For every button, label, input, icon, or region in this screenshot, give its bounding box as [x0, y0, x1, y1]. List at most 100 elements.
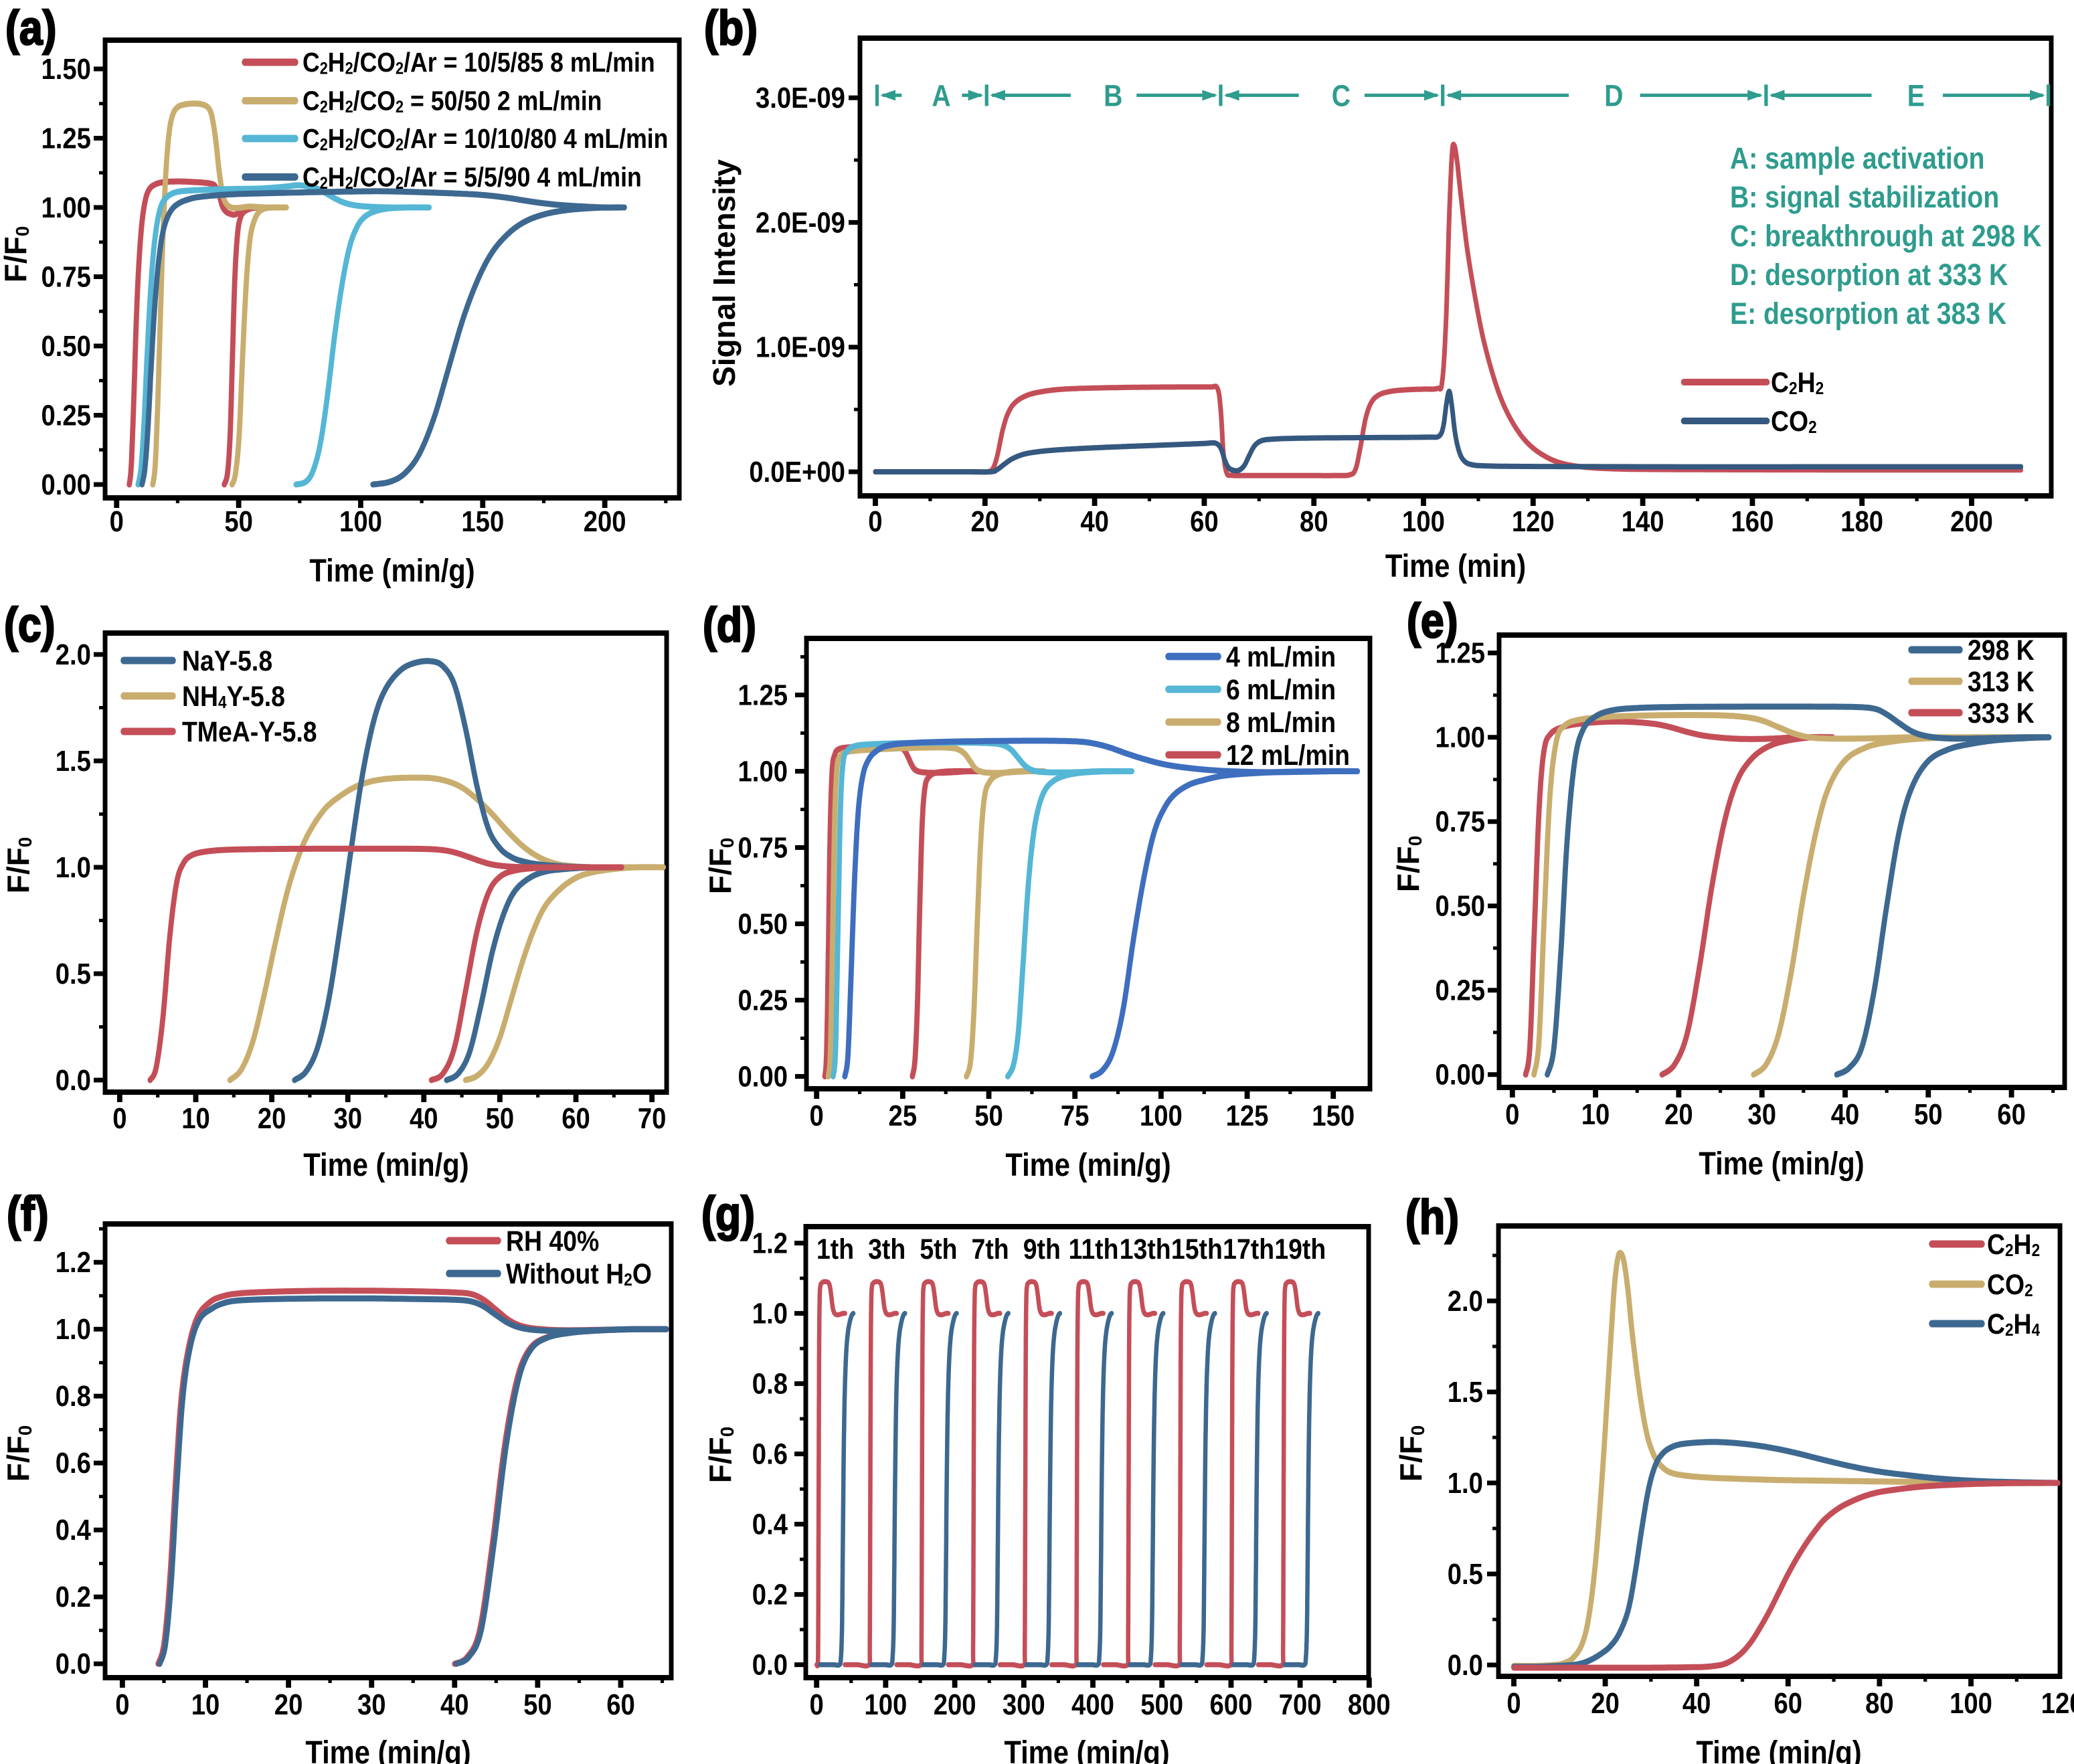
svg-text:0: 0 [115, 1688, 129, 1721]
svg-text:NaY-5.8: NaY-5.8 [182, 644, 272, 677]
svg-text:80: 80 [1865, 1686, 1894, 1719]
svg-text:0.8: 0.8 [752, 1367, 788, 1400]
svg-text:20: 20 [274, 1688, 303, 1721]
svg-text:400: 400 [1071, 1688, 1114, 1721]
svg-text:Without H2O: Without H2O [506, 1257, 652, 1290]
svg-text:50: 50 [224, 505, 253, 537]
svg-text:30: 30 [1747, 1097, 1776, 1130]
svg-text:0: 0 [1506, 1686, 1521, 1719]
svg-text:40: 40 [410, 1101, 438, 1134]
svg-text:0.8: 0.8 [56, 1380, 91, 1413]
svg-text:1.25: 1.25 [738, 679, 788, 711]
svg-text:100: 100 [1140, 1099, 1183, 1132]
svg-text:200: 200 [584, 505, 626, 537]
svg-text:0.5: 0.5 [56, 957, 91, 990]
svg-text:100: 100 [864, 1688, 907, 1721]
svg-text:0.5: 0.5 [1448, 1557, 1483, 1590]
svg-text:0: 0 [810, 1688, 824, 1721]
svg-text:0: 0 [1505, 1097, 1519, 1130]
svg-text:15th: 15th [1171, 1233, 1223, 1265]
svg-text:7th: 7th [972, 1233, 1009, 1265]
svg-text:Time (min): Time (min) [1385, 547, 1526, 584]
svg-text:120: 120 [2041, 1686, 2074, 1719]
svg-text:Time (min/g): Time (min/g) [1005, 1146, 1171, 1182]
svg-text:20: 20 [258, 1101, 286, 1134]
svg-text:(d): (d) [703, 598, 756, 652]
svg-text:E: desorption at 383 K: E: desorption at 383 K [1730, 296, 2007, 330]
svg-text:150: 150 [461, 505, 504, 537]
svg-text:0.50: 0.50 [41, 329, 91, 362]
svg-text:0.50: 0.50 [738, 907, 788, 940]
svg-text:333 K: 333 K [1968, 697, 2035, 729]
svg-text:C2H2: C2H2 [1987, 1228, 2040, 1260]
svg-text:C: C [1332, 78, 1351, 112]
svg-text:0.0E+00: 0.0E+00 [749, 455, 845, 488]
svg-text:0.6: 0.6 [56, 1447, 91, 1480]
svg-text:200: 200 [1950, 505, 1993, 537]
svg-text:0.4: 0.4 [752, 1508, 788, 1540]
svg-text:100: 100 [1950, 1686, 1992, 1719]
svg-text:120: 120 [1512, 505, 1555, 537]
svg-text:1.00: 1.00 [738, 755, 788, 788]
svg-text:180: 180 [1840, 505, 1883, 537]
svg-text:A: A [932, 78, 950, 112]
svg-text:C2H2/CO2/Ar = 5/5/90 4 mL/min: C2H2/CO2/Ar = 5/5/90 4 mL/min [303, 162, 642, 193]
svg-text:0.00: 0.00 [738, 1060, 788, 1093]
svg-text:60: 60 [1190, 505, 1219, 537]
svg-text:10: 10 [181, 1101, 210, 1134]
svg-text:RH 40%: RH 40% [506, 1225, 599, 1257]
svg-text:6 mL/min: 6 mL/min [1226, 673, 1336, 705]
svg-text:B: signal stabilization: B: signal stabilization [1730, 180, 1999, 213]
svg-text:CO2: CO2 [1987, 1268, 2033, 1300]
svg-text:0.2: 0.2 [752, 1578, 788, 1611]
svg-text:1.0: 1.0 [56, 851, 91, 883]
svg-text:100: 100 [1402, 505, 1445, 537]
svg-text:40: 40 [1682, 1686, 1711, 1719]
svg-text:1.2: 1.2 [752, 1227, 788, 1259]
svg-text:F/F0: F/F0 [703, 1427, 738, 1484]
svg-text:0.0: 0.0 [752, 1648, 788, 1681]
svg-text:800: 800 [1348, 1688, 1391, 1721]
svg-text:E: E [1907, 78, 1925, 112]
svg-text:2.0: 2.0 [1448, 1284, 1483, 1317]
svg-text:0.75: 0.75 [41, 260, 91, 293]
svg-text:1th: 1th [816, 1233, 854, 1265]
svg-text:A: sample activation: A: sample activation [1730, 141, 1985, 175]
svg-text:0.6: 0.6 [752, 1437, 788, 1470]
svg-text:10: 10 [1581, 1097, 1610, 1130]
svg-text:100: 100 [339, 505, 382, 537]
svg-text:80: 80 [1300, 505, 1328, 537]
svg-text:0: 0 [810, 1099, 824, 1132]
svg-text:40: 40 [440, 1688, 469, 1721]
svg-text:NH4Y-5.8: NH4Y-5.8 [182, 680, 285, 712]
svg-text:(c): (c) [4, 598, 56, 652]
svg-text:B: B [1104, 78, 1122, 112]
svg-text:30: 30 [333, 1101, 362, 1134]
svg-text:20: 20 [1591, 1686, 1620, 1719]
svg-text:Time (min/g): Time (min/g) [305, 1734, 470, 1764]
svg-text:5th: 5th [920, 1233, 957, 1265]
svg-text:11th: 11th [1069, 1233, 1119, 1265]
svg-text:0.25: 0.25 [738, 984, 788, 1017]
svg-text:300: 300 [1003, 1688, 1045, 1721]
svg-text:3th: 3th [868, 1233, 905, 1265]
svg-text:0: 0 [868, 505, 882, 537]
svg-text:1.0: 1.0 [1448, 1466, 1483, 1499]
svg-text:200: 200 [934, 1688, 976, 1721]
svg-text:Signal Intensity: Signal Intensity [707, 159, 742, 387]
svg-text:1.00: 1.00 [1436, 721, 1485, 754]
svg-text:13th: 13th [1120, 1233, 1171, 1265]
svg-text:70: 70 [638, 1101, 667, 1134]
svg-text:60: 60 [561, 1101, 590, 1134]
svg-text:12 mL/min: 12 mL/min [1226, 739, 1350, 771]
svg-text:0.00: 0.00 [41, 468, 91, 501]
svg-text:60: 60 [606, 1688, 635, 1721]
svg-text:0.4: 0.4 [56, 1514, 91, 1547]
svg-text:0.75: 0.75 [738, 831, 788, 864]
svg-text:1.5: 1.5 [56, 744, 91, 777]
svg-text:700: 700 [1279, 1688, 1322, 1721]
svg-text:60: 60 [1997, 1097, 2026, 1130]
svg-text:(f): (f) [7, 1187, 49, 1241]
svg-text:9th: 9th [1023, 1233, 1061, 1265]
svg-text:D: D [1604, 78, 1623, 112]
